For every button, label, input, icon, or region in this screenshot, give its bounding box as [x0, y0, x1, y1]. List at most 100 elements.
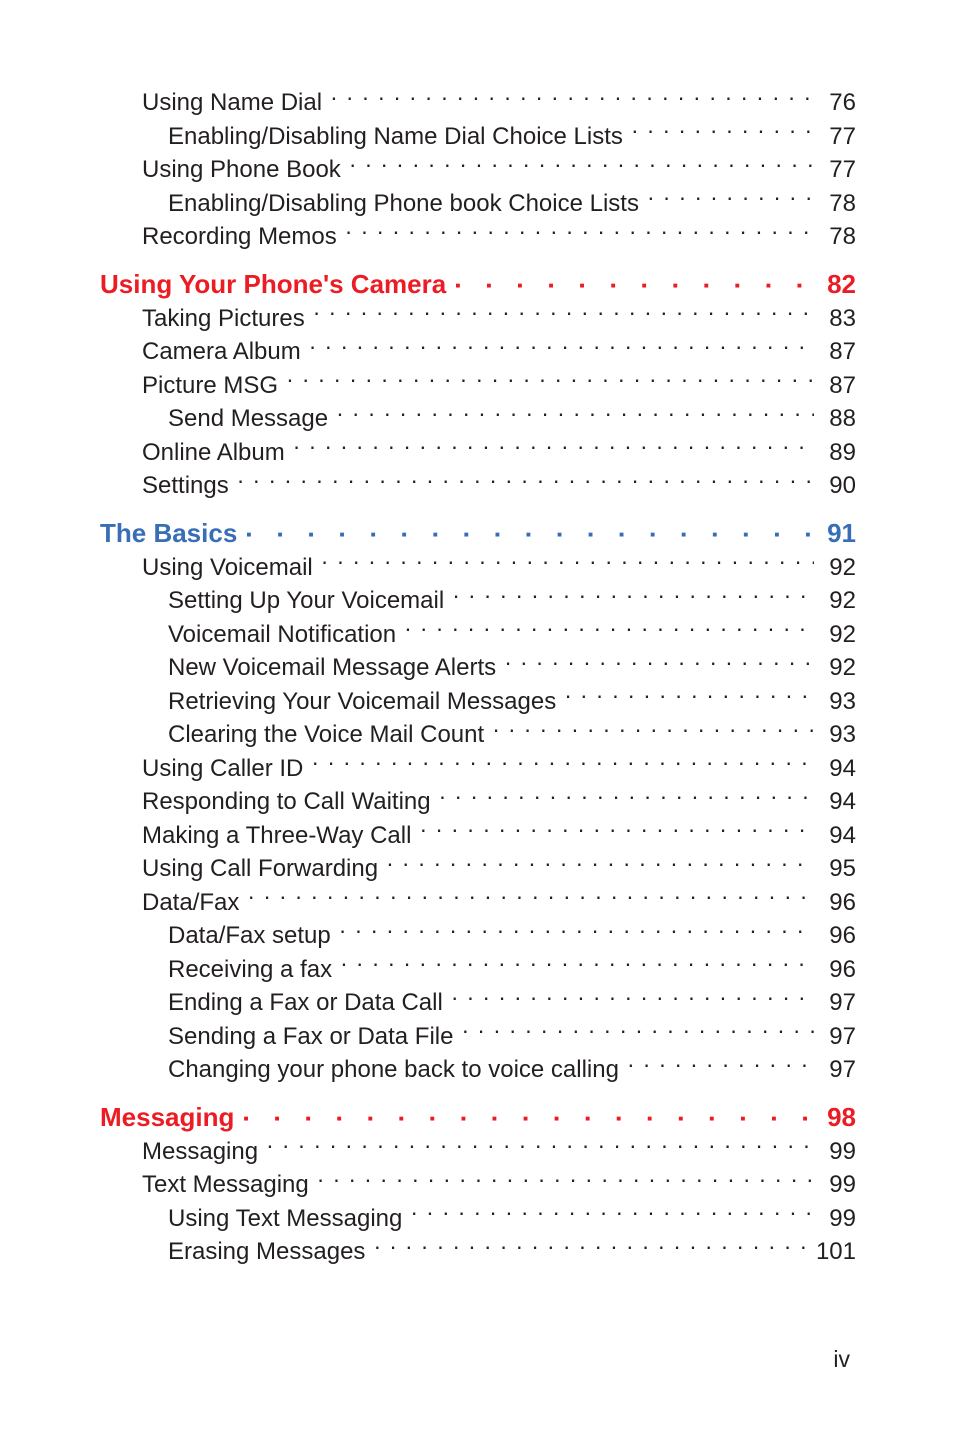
- toc-leader: [505, 651, 814, 675]
- toc-entry-page: 77: [816, 121, 856, 154]
- toc-leader: [405, 618, 814, 642]
- toc-entry: Using Text Messaging 99: [100, 1202, 856, 1236]
- toc-section-page: 91: [818, 518, 856, 549]
- toc-leader: [374, 1235, 814, 1259]
- toc-entry-label: Picture MSG: [142, 370, 285, 403]
- toc-entry-page: 92: [816, 552, 856, 585]
- toc-entry: Sending a Fax or Data File 97: [100, 1020, 856, 1054]
- toc-entry-page: 94: [816, 820, 856, 853]
- toc-entry-label: Online Album: [142, 437, 291, 470]
- toc-entry-label: Making a Three-Way Call: [142, 820, 418, 853]
- toc-leader: [632, 120, 814, 144]
- toc-entry-label: Data/Fax setup: [168, 920, 337, 953]
- toc-entry-page: 88: [816, 403, 856, 436]
- toc-entry: Erasing Messages 101: [100, 1235, 856, 1269]
- toc-leader: [331, 86, 814, 110]
- toc-entry: Enabling/Disabling Name Dial Choice List…: [100, 120, 856, 154]
- toc-entry-page: 92: [816, 619, 856, 652]
- toc-entry: Responding to Call Waiting 94: [100, 785, 856, 819]
- toc-entry-label: Text Messaging: [142, 1169, 315, 1202]
- toc-section-heading: The Basics 91: [100, 516, 856, 549]
- toc-entry: Data/Fax setup 96: [100, 919, 856, 953]
- toc-section-label: Using Your Phone's Camera: [100, 269, 453, 300]
- toc-leader: [244, 1100, 816, 1126]
- toc-leader: [565, 685, 814, 709]
- toc-entry-label: Receiving a fax: [168, 954, 339, 987]
- toc-entry-page: 93: [816, 719, 856, 752]
- toc-entry-page: 77: [816, 154, 856, 187]
- toc-entry-label: Clearing the Voice Mail Count: [168, 719, 491, 752]
- toc-entry: Text Messaging 99: [100, 1168, 856, 1202]
- toc-entry-label: Erasing Messages: [168, 1236, 372, 1269]
- toc-leader: [247, 516, 816, 542]
- toc-entry-label: Settings: [142, 470, 235, 503]
- toc-entry-page: 89: [816, 437, 856, 470]
- toc-leader: [439, 785, 814, 809]
- toc-leader: [648, 187, 814, 211]
- toc-leader: [287, 369, 814, 393]
- toc-entry: Messaging 99: [100, 1135, 856, 1169]
- toc-entry-label: Responding to Call Waiting: [142, 786, 437, 819]
- toc-leader: [317, 1168, 814, 1192]
- toc-entry-label: Taking Pictures: [142, 303, 311, 336]
- page-number-footer: iv: [833, 1346, 850, 1373]
- toc-entry: Send Message 88: [100, 402, 856, 436]
- toc-entry-label: Using Voicemail: [142, 552, 319, 585]
- toc-entry-label: Recording Memos: [142, 221, 343, 254]
- toc-entry-page: 78: [816, 221, 856, 254]
- toc-section-page: 82: [818, 269, 856, 300]
- toc-entry: Data/Fax 96: [100, 886, 856, 920]
- toc-entry-page: 96: [816, 954, 856, 987]
- toc-entry-page: 87: [816, 370, 856, 403]
- toc-section-label: The Basics: [100, 518, 245, 549]
- toc-leader: [411, 1202, 814, 1226]
- toc-entry-page: 92: [816, 652, 856, 685]
- toc-leader: [337, 402, 814, 426]
- toc-entry: Ending a Fax or Data Call 97: [100, 986, 856, 1020]
- toc-leader: [313, 302, 814, 326]
- toc-entry-label: Send Message: [168, 403, 335, 436]
- toc-entry-page: 99: [816, 1169, 856, 1202]
- toc-entry: Retrieving Your Voicemail Messages 93: [100, 685, 856, 719]
- toc-entry-label: Setting Up Your Voicemail: [168, 585, 451, 618]
- toc-entry-label: Enabling/Disabling Name Dial Choice List…: [168, 121, 630, 154]
- toc-entry-label: Retrieving Your Voicemail Messages: [168, 686, 563, 719]
- toc-entry-label: Using Call Forwarding: [142, 853, 385, 886]
- toc-entry: Using Call Forwarding 95: [100, 852, 856, 886]
- toc-entry-page: 94: [816, 786, 856, 819]
- toc-entry-label: Changing your phone back to voice callin…: [168, 1054, 626, 1087]
- toc-entry-label: Data/Fax: [142, 887, 246, 920]
- toc-entry-label: Using Phone Book: [142, 154, 347, 187]
- toc-entry: Voicemail Notification 92: [100, 618, 856, 652]
- toc-leader: [293, 436, 814, 460]
- toc-entry: Using Caller ID 94: [100, 752, 856, 786]
- toc-entry-page: 87: [816, 336, 856, 369]
- toc-entry: Picture MSG 87: [100, 369, 856, 403]
- toc-entry-label: Messaging: [142, 1136, 265, 1169]
- toc-entry: Enabling/Disabling Phone book Choice Lis…: [100, 187, 856, 221]
- toc-leader: [453, 584, 814, 608]
- toc-entry-page: 76: [816, 87, 856, 120]
- toc-entry-page: 92: [816, 585, 856, 618]
- toc-leader: [455, 267, 816, 293]
- toc-leader: [341, 953, 814, 977]
- toc-leader: [321, 551, 814, 575]
- toc-entry-page: 83: [816, 303, 856, 336]
- toc-entry-label: Enabling/Disabling Phone book Choice Lis…: [168, 188, 646, 221]
- toc-entry: Using Name Dial 76: [100, 86, 856, 120]
- toc-section-page: 98: [818, 1102, 856, 1133]
- toc-entry: Camera Album 87: [100, 335, 856, 369]
- toc-entry-label: Camera Album: [142, 336, 307, 369]
- toc-entry: Taking Pictures 83: [100, 302, 856, 336]
- toc-entry-page: 99: [816, 1136, 856, 1169]
- toc-entry-page: 90: [816, 470, 856, 503]
- toc-entry-label: New Voicemail Message Alerts: [168, 652, 503, 685]
- toc-leader: [493, 718, 814, 742]
- toc-entry-label: Sending a Fax or Data File: [168, 1021, 460, 1054]
- toc-leader: [387, 852, 814, 876]
- toc-entry-page: 97: [816, 987, 856, 1020]
- toc-entry: Using Phone Book 77: [100, 153, 856, 187]
- toc-leader: [248, 886, 814, 910]
- toc-entry-page: 94: [816, 753, 856, 786]
- toc-entry-label: Using Caller ID: [142, 753, 310, 786]
